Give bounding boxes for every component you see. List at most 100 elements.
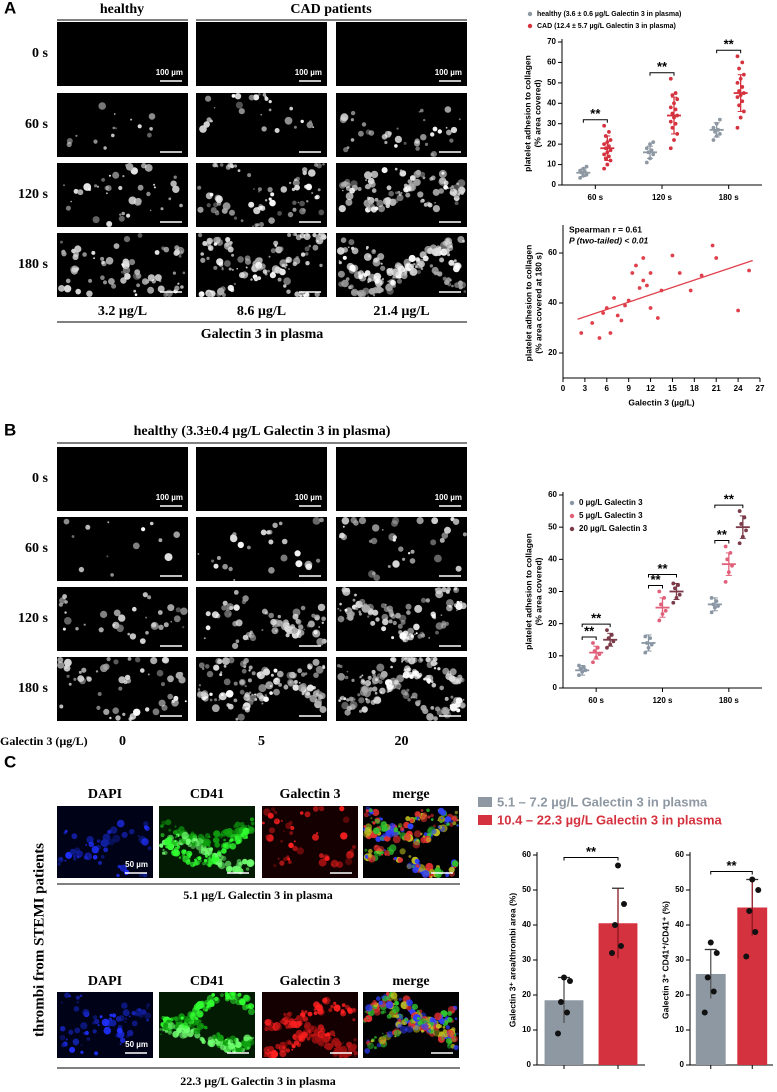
- micrograph-signal: [284, 625, 292, 633]
- micrograph-signal: [185, 838, 191, 844]
- micrograph-signal: [105, 185, 112, 192]
- micrograph-signal: [214, 698, 218, 702]
- micrograph-signal: [307, 294, 310, 297]
- legend-label: 10.4 – 22.3 µg/L Galectin 3 in plasma: [497, 812, 723, 827]
- micrograph-signal: [295, 234, 302, 241]
- micrograph-signal: [386, 1014, 392, 1019]
- micrograph-signal: [391, 268, 399, 276]
- micrograph-signal: [390, 657, 397, 663]
- micrograph-signal: [118, 614, 126, 622]
- micrograph-signal: [370, 620, 376, 626]
- micrograph-signal: [154, 274, 162, 282]
- micrograph-signal: [409, 818, 414, 823]
- data-point: [713, 129, 717, 134]
- data-point: [591, 641, 595, 645]
- micrograph-signal: [80, 1044, 83, 1046]
- micrograph-signal: [457, 192, 461, 196]
- micrograph-signal: [395, 612, 401, 619]
- micrograph-signal: [297, 201, 300, 204]
- data-point: [677, 271, 682, 275]
- micrograph-signal: [359, 709, 363, 713]
- micrograph-signal: [378, 279, 384, 285]
- level-label: 0: [119, 734, 126, 749]
- micrograph-signal: [348, 239, 355, 246]
- micrograph-signal: [280, 1020, 284, 1024]
- data-point: [746, 908, 753, 914]
- micrograph-signal: [393, 679, 399, 685]
- micrograph-signal: [179, 203, 183, 208]
- micrograph-signal: [240, 834, 244, 838]
- legend-marker: [569, 526, 575, 532]
- micrograph-signal: [285, 1048, 290, 1053]
- micrograph-signal: [398, 688, 401, 690]
- micrograph-signal: [178, 856, 182, 859]
- micrograph-signal: [167, 693, 173, 700]
- micrograph-signal: [206, 291, 212, 297]
- micrograph-signal: [187, 1018, 192, 1022]
- micrograph-signal: [263, 1053, 268, 1058]
- micrograph-signal: [198, 662, 205, 669]
- micrograph-signal: [106, 555, 109, 558]
- micrograph-signal: [250, 821, 255, 826]
- micrograph-signal: [167, 1022, 175, 1030]
- micrograph-signal: [245, 266, 248, 269]
- micrograph-signal: [392, 560, 400, 568]
- legend-swatch: [478, 815, 492, 825]
- micrograph-signal: [81, 667, 87, 673]
- micrograph-signal: [251, 1036, 255, 1040]
- micrograph-signal: [115, 715, 121, 721]
- micrograph-signal: [264, 96, 269, 101]
- micrograph-signal: [257, 264, 263, 271]
- micrograph-signal: [288, 1018, 296, 1025]
- y-tick-label: 20: [548, 619, 557, 628]
- micrograph-signal: [165, 845, 168, 848]
- micrograph-signal: [80, 1050, 84, 1054]
- scale-bar-label: 100 µm: [156, 493, 183, 502]
- micrograph: [57, 447, 188, 511]
- micrograph-signal: [337, 673, 346, 681]
- micrograph-signal: [411, 692, 418, 699]
- micrograph-signal: [228, 657, 235, 664]
- micrograph-signal: [210, 207, 217, 214]
- micrograph-signal: [64, 859, 67, 862]
- micrograph-signal: [395, 262, 402, 269]
- micrograph-signal: [315, 194, 320, 200]
- micrograph-signal: [288, 268, 290, 270]
- micrograph-signal: [283, 1013, 292, 1021]
- data-point: [710, 988, 717, 995]
- micrograph-signal: [164, 657, 169, 662]
- micrograph-signal: [375, 286, 383, 294]
- micrograph-signal: [273, 810, 278, 815]
- legend-label: 5.1 – 7.2 µg/L Galectin 3 in plasma: [497, 794, 708, 809]
- micrograph-signal: [229, 241, 233, 245]
- micrograph-signal: [338, 535, 342, 539]
- micrograph-signal: [237, 992, 242, 997]
- micrograph-signal: [198, 841, 203, 845]
- micrograph-signal: [146, 1018, 150, 1022]
- micrograph-signal: [394, 144, 398, 148]
- micrograph-signal: [279, 259, 288, 267]
- micrograph-signal: [421, 1029, 424, 1033]
- y-axis-label: Galectin 3⁺ CD41⁺/CD41⁺ (%): [660, 901, 670, 1019]
- data-point: [707, 939, 714, 946]
- significance-bracket: [563, 857, 619, 861]
- micrograph-signal: [342, 247, 349, 253]
- micrograph-signal: [101, 260, 107, 267]
- data-point: [688, 288, 693, 293]
- micrograph-signal: [414, 633, 416, 636]
- micrograph-signal: [440, 1031, 445, 1036]
- micrograph-signal: [432, 126, 438, 132]
- micrograph-signal: [145, 616, 148, 619]
- micrograph-signal: [237, 169, 241, 173]
- data-point: [584, 164, 589, 169]
- micrograph-signal: [451, 815, 457, 821]
- micrograph-signal: [338, 259, 341, 262]
- data-point: [608, 331, 613, 335]
- micrograph-signal: [402, 268, 408, 274]
- micrograph-signal: [441, 587, 447, 593]
- micrograph-signal: [237, 541, 244, 549]
- micrograph-signal: [393, 198, 399, 204]
- micrograph-signal: [292, 200, 297, 205]
- data-point: [752, 929, 759, 935]
- micrograph-signal: [205, 847, 213, 855]
